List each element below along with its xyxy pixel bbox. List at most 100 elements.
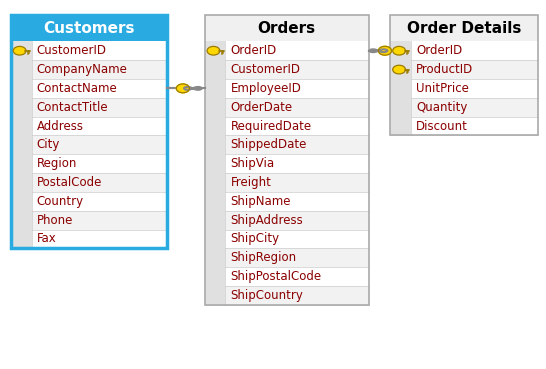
- Bar: [205, 248, 225, 267]
- Text: EmployeeID: EmployeeID: [230, 82, 301, 95]
- Bar: [11, 15, 167, 41]
- Text: Phone: Phone: [37, 214, 73, 227]
- Circle shape: [13, 46, 26, 55]
- Bar: [11, 79, 32, 98]
- Text: Country: Country: [37, 195, 84, 208]
- Text: ShipVia: ShipVia: [230, 157, 275, 170]
- Text: ContactTitle: ContactTitle: [37, 101, 108, 114]
- Circle shape: [393, 65, 406, 74]
- Text: PostalCode: PostalCode: [37, 176, 102, 189]
- Bar: [11, 98, 167, 117]
- Bar: [11, 192, 167, 211]
- Bar: [390, 15, 538, 135]
- Bar: [390, 60, 411, 79]
- Bar: [205, 173, 369, 192]
- Bar: [11, 135, 32, 154]
- Text: ShipName: ShipName: [230, 195, 291, 208]
- Bar: [205, 135, 369, 154]
- Text: ShippedDate: ShippedDate: [230, 138, 307, 151]
- Circle shape: [378, 46, 391, 55]
- Text: Freight: Freight: [230, 176, 271, 189]
- Text: CustomerID: CustomerID: [37, 44, 106, 57]
- Bar: [390, 79, 411, 98]
- Text: Region: Region: [37, 157, 77, 170]
- Bar: [390, 98, 411, 117]
- Bar: [205, 15, 369, 305]
- Bar: [205, 154, 369, 173]
- Text: OrderDate: OrderDate: [230, 101, 293, 114]
- Bar: [205, 98, 369, 117]
- Bar: [205, 60, 225, 79]
- Bar: [205, 211, 225, 230]
- Text: OrderID: OrderID: [416, 44, 462, 57]
- Circle shape: [176, 84, 189, 93]
- Bar: [205, 286, 369, 305]
- Bar: [390, 98, 538, 117]
- Bar: [205, 192, 225, 211]
- Bar: [11, 230, 32, 248]
- Text: Fax: Fax: [37, 232, 56, 245]
- Text: Order Details: Order Details: [407, 21, 521, 35]
- Bar: [11, 173, 32, 192]
- Bar: [205, 117, 369, 135]
- Bar: [11, 15, 167, 248]
- Text: Orders: Orders: [258, 21, 316, 35]
- Bar: [205, 211, 369, 230]
- Bar: [11, 211, 167, 230]
- Bar: [205, 41, 369, 60]
- Bar: [205, 15, 369, 305]
- Circle shape: [207, 46, 220, 55]
- Text: Address: Address: [37, 120, 84, 132]
- Bar: [205, 41, 225, 60]
- Text: Discount: Discount: [416, 120, 468, 132]
- Text: Customers: Customers: [43, 21, 134, 35]
- Bar: [11, 98, 32, 117]
- Bar: [205, 15, 369, 41]
- Bar: [205, 230, 225, 248]
- Bar: [11, 117, 32, 135]
- Text: ShipPostalCode: ShipPostalCode: [230, 270, 322, 283]
- Bar: [390, 15, 538, 135]
- Circle shape: [393, 46, 406, 55]
- Bar: [205, 192, 369, 211]
- Text: CompanyName: CompanyName: [37, 63, 127, 76]
- Bar: [11, 154, 32, 173]
- Bar: [11, 41, 32, 60]
- Text: UnitPrice: UnitPrice: [416, 82, 469, 95]
- Bar: [205, 267, 225, 286]
- Text: City: City: [37, 138, 60, 151]
- Text: ShipAddress: ShipAddress: [230, 214, 303, 227]
- Bar: [11, 173, 167, 192]
- Bar: [390, 117, 538, 135]
- Bar: [205, 248, 369, 267]
- Text: ProductID: ProductID: [416, 63, 473, 76]
- Bar: [11, 211, 32, 230]
- Bar: [11, 60, 167, 79]
- Bar: [390, 41, 411, 60]
- Bar: [205, 98, 225, 117]
- Bar: [390, 79, 538, 98]
- Text: RequiredDate: RequiredDate: [230, 120, 312, 132]
- Bar: [11, 41, 167, 60]
- Bar: [205, 135, 225, 154]
- Bar: [390, 117, 411, 135]
- Bar: [390, 60, 538, 79]
- Bar: [205, 286, 225, 305]
- Bar: [11, 79, 167, 98]
- Text: ShipCity: ShipCity: [230, 232, 280, 245]
- Bar: [205, 154, 225, 173]
- Bar: [205, 117, 225, 135]
- Text: ContactName: ContactName: [37, 82, 117, 95]
- Bar: [205, 230, 369, 248]
- Bar: [205, 173, 225, 192]
- Text: CustomerID: CustomerID: [230, 63, 300, 76]
- Bar: [205, 267, 369, 286]
- Bar: [390, 41, 538, 60]
- Bar: [205, 79, 369, 98]
- Text: ShipRegion: ShipRegion: [230, 251, 296, 264]
- Bar: [11, 192, 32, 211]
- Bar: [11, 15, 167, 248]
- Bar: [11, 154, 167, 173]
- Bar: [11, 60, 32, 79]
- Bar: [205, 79, 225, 98]
